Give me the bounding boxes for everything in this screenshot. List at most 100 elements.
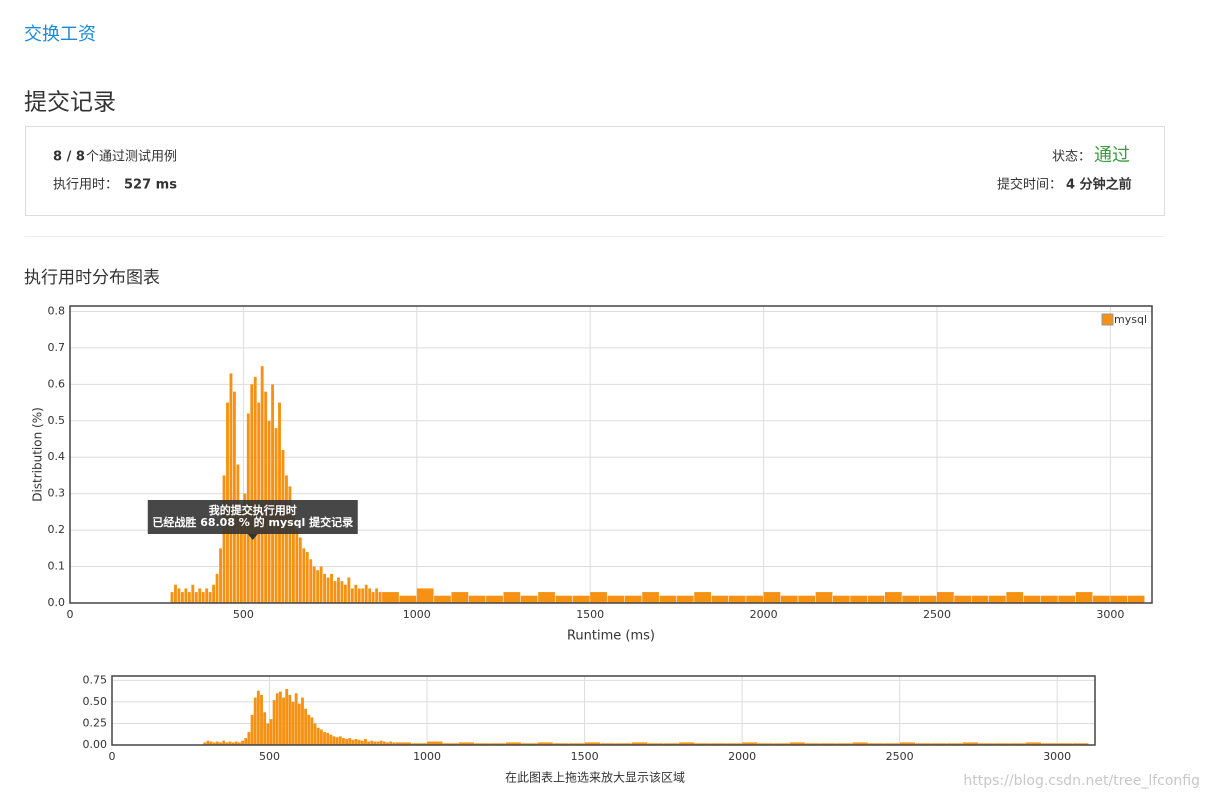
- bar: [642, 592, 659, 603]
- bar: [288, 486, 292, 603]
- bar: [375, 588, 379, 603]
- bar: [442, 743, 459, 745]
- status-label: 状态：: [1052, 150, 1091, 165]
- bar: [253, 697, 257, 745]
- bar: [572, 595, 590, 603]
- bar: [919, 595, 937, 603]
- plot-border: [69, 305, 1153, 604]
- y-tick-label: 0.5: [48, 414, 66, 427]
- bar: [711, 595, 729, 603]
- bar: [416, 588, 434, 603]
- bar: [275, 693, 279, 745]
- bar: [468, 595, 486, 603]
- bar: [232, 391, 236, 603]
- bar: [180, 592, 184, 603]
- bar: [884, 592, 902, 603]
- bar: [989, 595, 1006, 603]
- bar: [347, 577, 351, 603]
- bar: [354, 738, 358, 745]
- bar: [521, 743, 538, 745]
- bar: [326, 732, 330, 745]
- bar: [333, 581, 337, 603]
- y-tick-label: 0.00: [83, 738, 108, 751]
- bar: [329, 734, 333, 745]
- y-tick-label: 0.25: [83, 716, 108, 729]
- bar: [222, 740, 226, 745]
- y-tick-label: 0.8: [48, 304, 66, 317]
- bar: [310, 717, 314, 745]
- y-tick-label: 0.6: [48, 377, 66, 390]
- bar: [647, 743, 664, 745]
- bar: [332, 736, 336, 745]
- bar: [378, 592, 382, 603]
- bar: [553, 743, 569, 745]
- bar: [297, 703, 301, 745]
- bar: [351, 739, 355, 745]
- bar: [1041, 743, 1057, 745]
- bar: [694, 592, 711, 603]
- bar: [323, 573, 327, 603]
- bar: [194, 592, 198, 603]
- bar: [370, 740, 374, 745]
- bar: [209, 741, 213, 745]
- bar: [357, 588, 361, 603]
- bar: [222, 475, 226, 603]
- bar: [710, 743, 727, 745]
- bar: [241, 740, 245, 745]
- bar: [373, 741, 377, 745]
- bar: [832, 595, 850, 603]
- bar: [340, 581, 344, 603]
- bar: [234, 741, 238, 745]
- bar: [520, 595, 538, 603]
- plot-border: [111, 675, 1096, 746]
- bar: [1127, 595, 1145, 603]
- bar: [228, 741, 232, 745]
- bar: [278, 691, 282, 745]
- bar: [350, 588, 354, 603]
- bar: [382, 592, 399, 603]
- bar: [368, 588, 372, 603]
- bar: [1025, 742, 1042, 745]
- bar: [301, 697, 304, 745]
- bar: [250, 384, 254, 603]
- bar: [883, 743, 900, 745]
- bar: [229, 373, 233, 603]
- bar: [269, 719, 273, 745]
- bar: [239, 511, 243, 603]
- bar: [316, 570, 320, 603]
- bar: [1093, 595, 1110, 603]
- bar: [820, 743, 837, 745]
- bar: [676, 595, 694, 603]
- bar: [219, 742, 222, 745]
- bar: [272, 700, 276, 745]
- bar: [1009, 743, 1026, 745]
- bar: [215, 741, 219, 745]
- bar: [555, 595, 573, 603]
- bar: [1023, 595, 1041, 603]
- bar: [434, 595, 451, 603]
- x-tick-label: 2500: [886, 750, 914, 763]
- bar: [427, 741, 443, 745]
- tooltip-title: 我的提交执行用时: [209, 503, 297, 517]
- bar: [304, 708, 308, 745]
- bar: [458, 742, 475, 745]
- y-tick-label: 0.3: [48, 487, 66, 500]
- page-title: 提交记录: [24, 90, 116, 116]
- bar: [187, 592, 191, 603]
- bar: [291, 511, 295, 603]
- bar: [490, 743, 506, 745]
- bar: [679, 742, 695, 745]
- bar: [335, 737, 339, 745]
- bar: [285, 475, 288, 603]
- bar: [244, 738, 248, 745]
- bar: [360, 740, 364, 745]
- legend-swatch: [1101, 313, 1114, 326]
- bar: [1057, 743, 1073, 745]
- passed-count: 8 / 8: [53, 150, 85, 165]
- problem-link[interactable]: 交换工资: [24, 24, 96, 45]
- x-tick-label: 1000: [403, 608, 431, 621]
- bar: [867, 595, 885, 603]
- bar: [219, 548, 222, 603]
- bar: [728, 595, 746, 603]
- tooltip-arrow: [247, 534, 258, 540]
